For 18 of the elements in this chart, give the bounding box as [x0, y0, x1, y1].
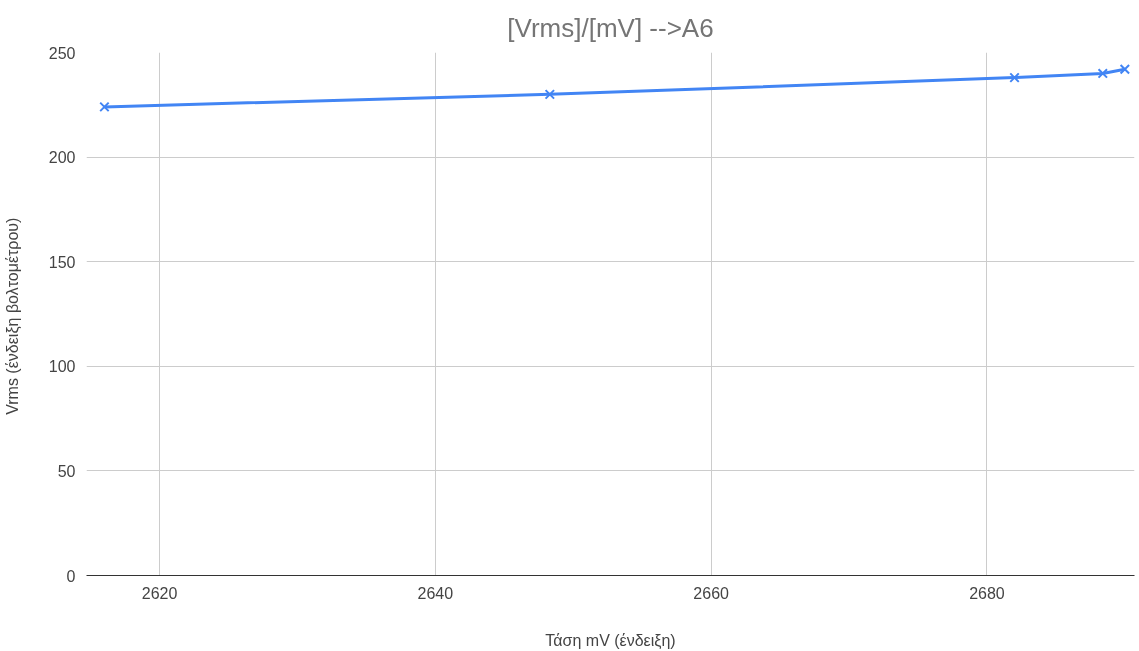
y-axis-title: Vrms (ένδειξη βολτομέτρου)	[3, 217, 22, 415]
y-tick-label: 150	[48, 253, 76, 271]
x-tick-label: 2660	[693, 584, 730, 602]
x-axis-title: Τάση mV (ένδειξη)	[545, 631, 676, 650]
point	[1119, 63, 1131, 75]
point	[544, 89, 556, 100]
point	[1097, 68, 1109, 79]
y-tick-label: 250	[48, 44, 76, 62]
y-tick-label: 100	[48, 358, 76, 376]
x-tick-label: 2680	[969, 584, 1005, 602]
chart-title: [Vrms]/[mV] -->A6	[507, 12, 714, 43]
point	[1009, 72, 1020, 83]
y-tick-label: 200	[48, 149, 76, 167]
x-tick-label: 2620	[141, 584, 178, 602]
x-tick-label: 2640	[417, 584, 454, 602]
y-tick-label: 50	[57, 462, 76, 480]
point	[99, 101, 110, 113]
y-tick-label: 0	[66, 567, 76, 585]
